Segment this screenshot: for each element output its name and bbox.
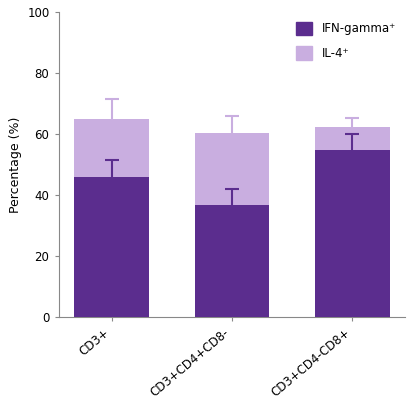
Bar xyxy=(74,119,149,317)
Bar xyxy=(315,127,390,317)
Legend: IFN-gamma⁺, IL-4⁺: IFN-gamma⁺, IL-4⁺ xyxy=(292,18,400,63)
Bar xyxy=(315,149,390,317)
Bar xyxy=(195,133,269,317)
Bar xyxy=(195,204,269,317)
Bar xyxy=(74,177,149,317)
Y-axis label: Percentage (%): Percentage (%) xyxy=(9,117,22,213)
